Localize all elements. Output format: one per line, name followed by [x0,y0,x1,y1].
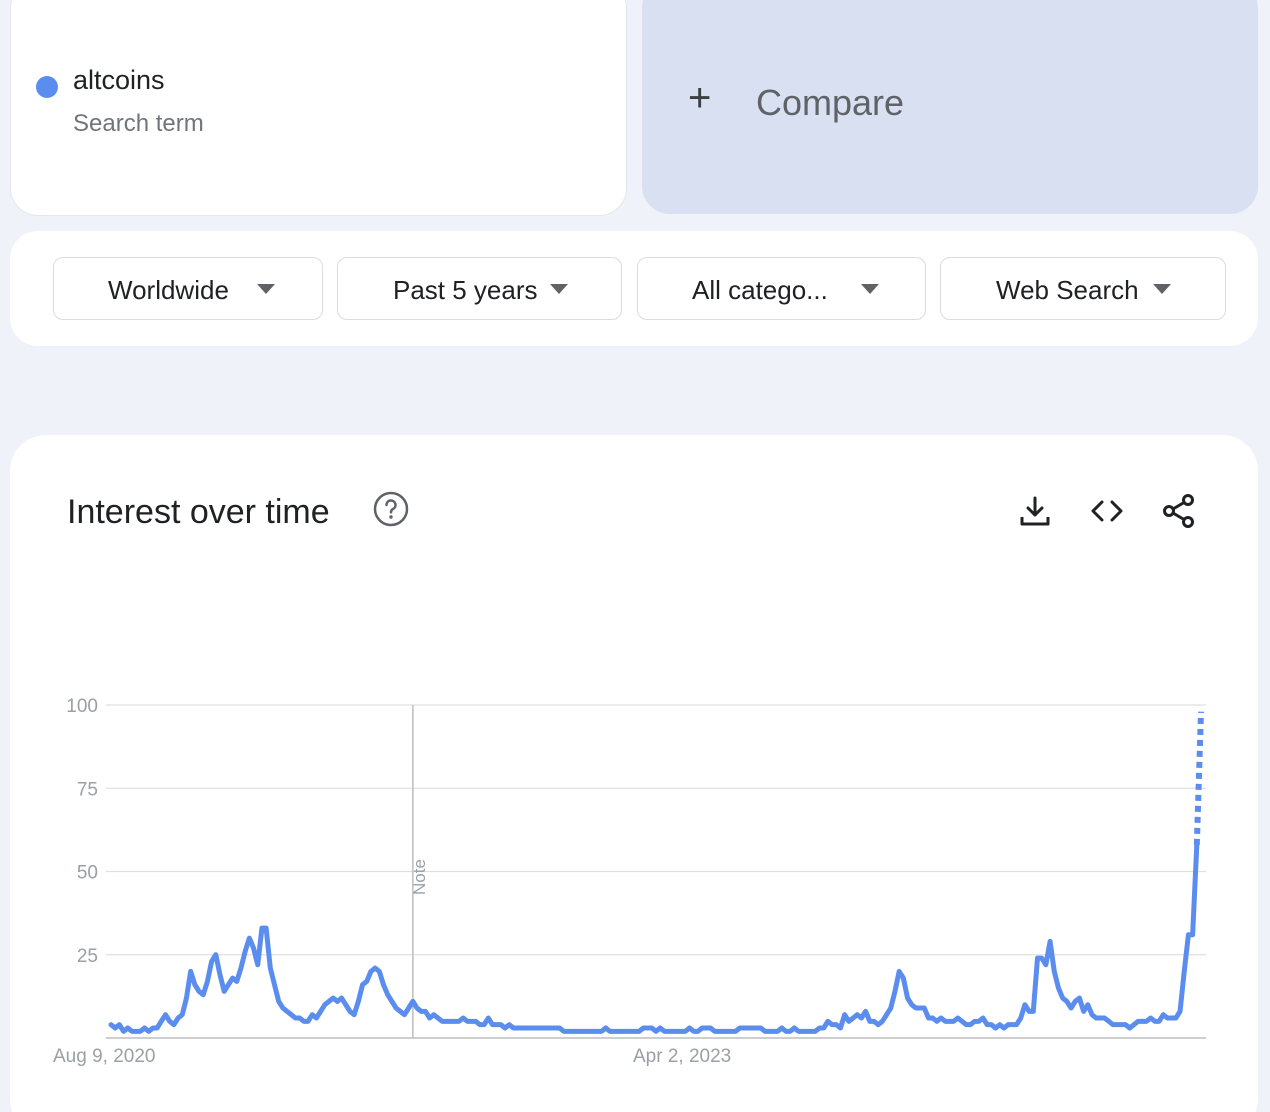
y-tick-label: 50 [77,863,98,884]
filter-bar: Worldwide Past 5 years All catego... Web… [10,231,1258,346]
help-icon[interactable] [373,491,409,527]
category-dropdown[interactable]: All catego... [637,257,926,320]
interest-over-time-card: Interest over time 100 75 50 25 Aug 9, 2020… [10,435,1258,1112]
term-color-dot [36,76,58,98]
note-label: Note [410,859,429,895]
region-label: Worldwide [108,275,229,305]
plus-icon: + [688,76,712,120]
chart-title: Interest over time [67,493,330,531]
share-icon[interactable] [1161,493,1197,529]
interest-chart[interactable]: 100 75 50 25 Aug 9, 2020 Apr 2, 2023 Note [10,435,1258,1112]
compare-label: Compare [756,82,905,123]
region-dropdown[interactable]: Worldwide [53,257,323,320]
chevron-down-icon [861,284,879,294]
chevron-down-icon [257,284,275,294]
term-name: altcoins [73,65,165,95]
compare-button[interactable]: + Compare [642,0,1258,214]
y-tick-label: 75 [77,779,98,800]
y-tick-label: 100 [66,696,98,717]
series-line [108,842,1200,1034]
search-type-dropdown[interactable]: Web Search [940,257,1226,320]
category-label: All catego... [692,275,828,305]
download-icon[interactable] [1017,493,1053,529]
time-range-label: Past 5 years [393,275,538,305]
search-term-card[interactable]: altcoins Search term [10,0,627,216]
chevron-down-icon [550,284,568,294]
search-type-label: Web Search [996,275,1139,305]
x-tick-label: Aug 9, 2020 [53,1046,155,1067]
partial-data-line [1193,711,1204,845]
y-tick-label: 25 [77,946,98,967]
term-subtitle: Search term [73,110,204,137]
x-tick-label: Apr 2, 2023 [633,1046,731,1067]
embed-code-icon[interactable] [1089,493,1125,529]
time-range-dropdown[interactable]: Past 5 years [337,257,622,320]
chevron-down-icon [1153,284,1171,294]
